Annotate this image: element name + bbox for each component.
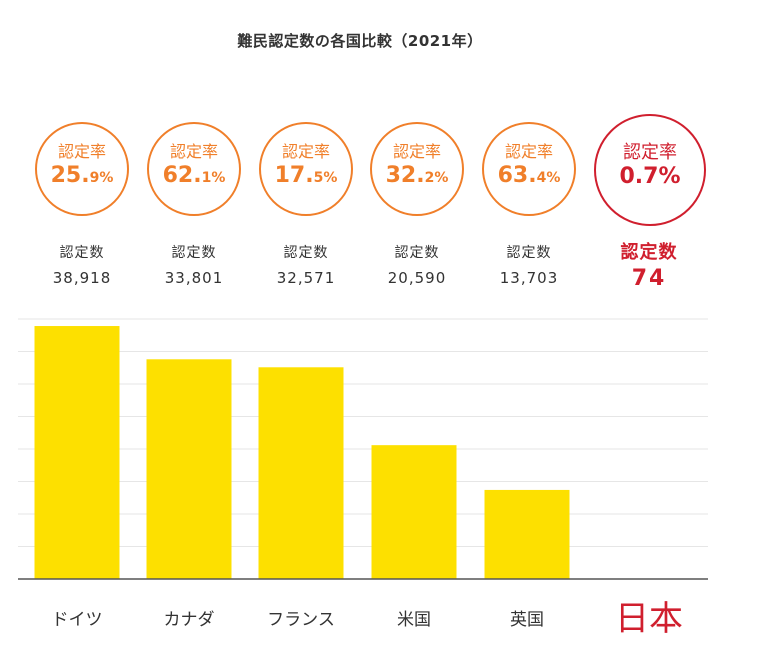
stat-japan: 認定率 0.7% 認定数 74 — [594, 114, 706, 291]
rate-label: 認定率 — [281, 142, 330, 161]
x-tick-label: フランス — [267, 610, 335, 630]
rate-value: 32.2% — [386, 162, 449, 192]
rate-circle: 認定率 17.5% — [259, 122, 353, 216]
rate-label: 認定率 — [623, 142, 677, 163]
count-value: 33,801 — [164, 269, 224, 287]
rate-value-decimal: 9% — [89, 170, 114, 186]
count-value: 32,571 — [276, 269, 336, 287]
count-value: 13,703 — [499, 269, 559, 287]
rate-value: 63.4% — [498, 162, 561, 192]
rate-value-main: 32. — [385, 163, 425, 188]
rate-value-decimal: 5% — [313, 170, 338, 186]
rate-circle: 認定率 62.1% — [147, 122, 241, 216]
stat-usa: 認定率 32.2% 認定数 20,590 — [362, 122, 472, 287]
bar — [484, 489, 570, 579]
chart-title: 難民認定数の各国比較（2021年） — [237, 32, 483, 50]
rate-circle-highlight: 認定率 0.7% — [594, 114, 706, 226]
rate-circle: 認定率 63.4% — [482, 122, 576, 216]
rate-label: 認定率 — [504, 142, 553, 161]
rate-value: 62.1% — [163, 162, 226, 192]
stat-france: 認定率 17.5% 認定数 32,571 — [251, 122, 361, 287]
rate-label: 認定率 — [169, 142, 218, 161]
rate-value-main: 17. — [274, 163, 314, 188]
rate-label: 認定率 — [57, 142, 106, 161]
rate-value-decimal: 4% — [536, 170, 561, 186]
count-label: 認定数 — [394, 245, 440, 261]
rate-value: 0.7% — [619, 163, 680, 193]
count-label: 認定数 — [620, 242, 678, 263]
stat-uk: 認定率 63.4% 認定数 13,703 — [474, 122, 584, 287]
count-value: 20,590 — [387, 269, 447, 287]
bar — [146, 359, 232, 579]
rate-value-main: 63. — [497, 163, 537, 188]
x-tick-label: 日本 — [615, 599, 683, 639]
x-tick-label: 米国 — [397, 610, 431, 630]
bar — [34, 326, 120, 579]
count-label: 認定数 — [283, 245, 329, 261]
rate-value-decimal: 1% — [201, 170, 226, 186]
rate-circle: 認定率 25.9% — [35, 122, 129, 216]
rate-value-main: 25. — [50, 163, 90, 188]
count-label: 認定数 — [506, 245, 552, 261]
count-label: 認定数 — [59, 245, 105, 261]
x-tick-label: ドイツ — [52, 610, 103, 630]
rate-value-main: 0.7% — [619, 164, 681, 189]
x-tick-label: 英国 — [510, 610, 544, 630]
x-tick-label: カナダ — [164, 610, 215, 630]
rate-value-decimal: 2% — [424, 170, 449, 186]
count-value: 74 — [631, 266, 667, 291]
rate-value: 25.9% — [51, 162, 114, 192]
count-label: 認定数 — [171, 245, 217, 261]
rate-value-main: 62. — [162, 163, 202, 188]
stat-germany: 認定率 25.9% 認定数 38,918 — [27, 122, 137, 287]
rate-value: 17.5% — [275, 162, 338, 192]
count-value: 38,918 — [52, 269, 112, 287]
stat-canada: 認定率 62.1% 認定数 33,801 — [139, 122, 249, 287]
rate-circle: 認定率 32.2% — [370, 122, 464, 216]
bar — [371, 445, 457, 579]
rate-label: 認定率 — [392, 142, 441, 161]
bar — [258, 367, 344, 579]
